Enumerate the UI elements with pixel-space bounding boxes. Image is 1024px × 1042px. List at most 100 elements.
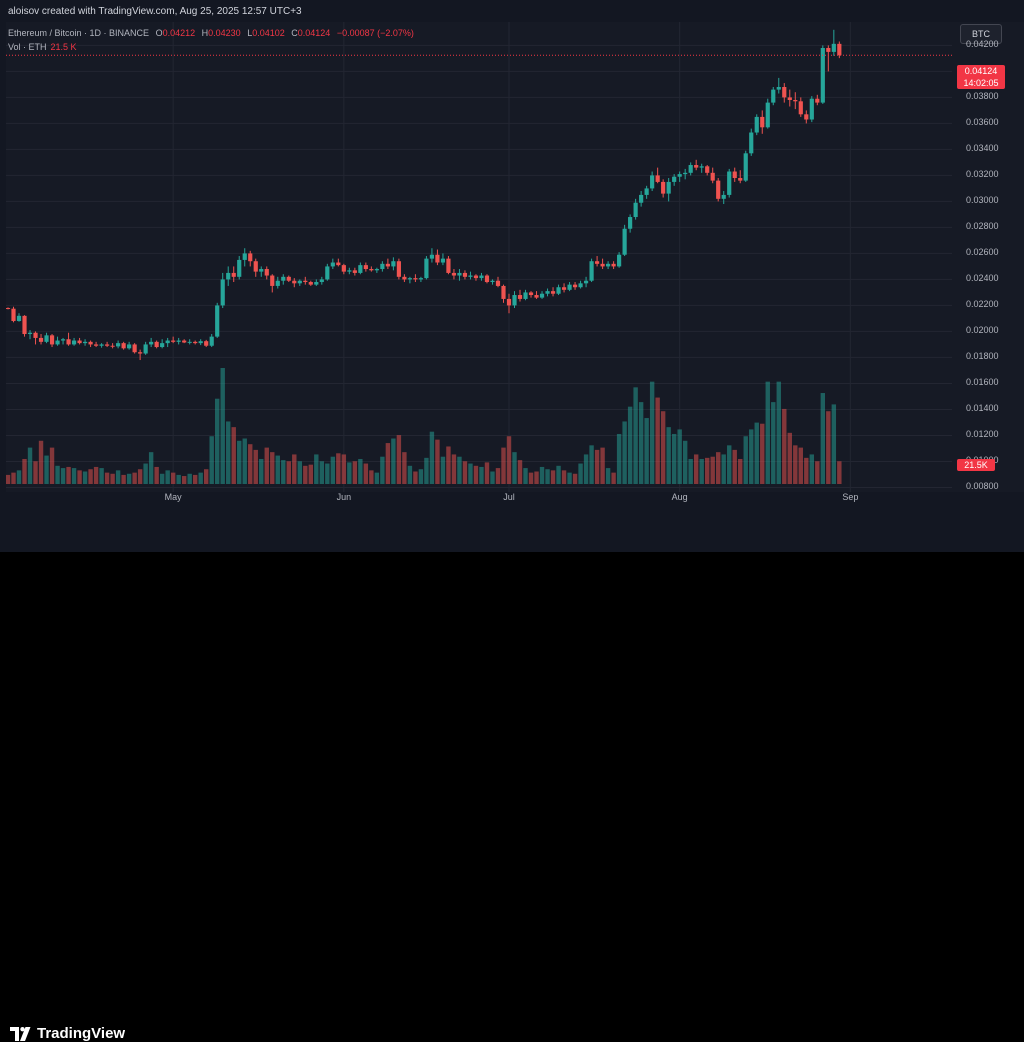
candle-body xyxy=(793,100,798,102)
volume-bar xyxy=(347,462,352,484)
volume-bar xyxy=(732,449,737,484)
candle-body xyxy=(193,341,198,344)
tradingview-logo[interactable]: TradingView xyxy=(10,1025,125,1042)
candle-body xyxy=(242,253,247,260)
volume-bar xyxy=(644,418,649,484)
volume-bar xyxy=(407,465,413,484)
volume-bar xyxy=(6,474,11,484)
candle-body xyxy=(650,175,655,189)
candle-body xyxy=(429,254,435,259)
volume-bar xyxy=(677,429,682,484)
price-tick-label: 0.01400 xyxy=(966,403,999,414)
volume-bar xyxy=(363,463,369,484)
volume-bar xyxy=(11,472,16,484)
candle-body xyxy=(347,270,352,272)
high-value: 0.04230 xyxy=(208,28,241,38)
candle-body xyxy=(82,341,88,344)
volume-bar xyxy=(292,454,297,484)
volume-bar xyxy=(716,452,721,484)
volume-bar xyxy=(209,436,214,484)
price-tick-label: 0.03800 xyxy=(966,91,999,102)
volume-bar xyxy=(798,447,803,484)
candle-body xyxy=(160,343,165,348)
candle-body xyxy=(440,258,446,263)
candle-body xyxy=(517,295,523,299)
price-tick-label: 0.02800 xyxy=(966,221,999,232)
volume-bar xyxy=(104,472,110,484)
volume-bar xyxy=(71,468,77,484)
price-tick-label: 0.03000 xyxy=(966,195,999,206)
candle-body xyxy=(99,344,104,346)
candle-body xyxy=(38,337,44,342)
candle-body xyxy=(253,261,258,272)
candle-body xyxy=(49,335,55,345)
price-tick-label: 0.02200 xyxy=(966,299,999,310)
volume-bar xyxy=(495,468,501,484)
price-tick-label: 0.03400 xyxy=(966,143,999,154)
candle-body xyxy=(572,284,578,288)
volume-bar xyxy=(413,471,418,484)
candle-body xyxy=(325,266,330,280)
volume-bar xyxy=(270,452,275,484)
volume-bar xyxy=(82,471,88,484)
volume-bar xyxy=(203,469,209,484)
candle-body xyxy=(809,98,814,120)
volume-bar xyxy=(710,456,715,484)
price-tick-label: 0.02600 xyxy=(966,247,999,258)
candle-body xyxy=(176,340,181,342)
volume-bar xyxy=(275,455,280,484)
chart-plot-area[interactable] xyxy=(6,22,952,492)
candle-body xyxy=(523,292,528,299)
volume-bar xyxy=(303,465,308,484)
volume-bar xyxy=(743,436,748,484)
symbol-title[interactable]: Ethereum / Bitcoin · 1D · BINANCE xyxy=(8,28,150,38)
volume-bar xyxy=(402,452,407,484)
candle-body xyxy=(606,263,611,267)
volume-bar xyxy=(237,440,242,484)
volume-bar xyxy=(809,454,815,484)
volume-bar xyxy=(655,397,660,484)
volume-bar xyxy=(49,447,55,484)
volume-bar xyxy=(776,381,781,484)
candle-body xyxy=(506,298,512,306)
volume-bar xyxy=(760,423,765,484)
volume-bar xyxy=(754,422,759,484)
volume-bar xyxy=(154,466,159,484)
candle-body xyxy=(27,332,33,335)
volume-bar xyxy=(578,463,583,484)
volume-bar xyxy=(671,433,677,484)
volume-label[interactable]: Vol · ETH xyxy=(8,42,47,52)
price-axis[interactable] xyxy=(952,22,1024,492)
candle-body xyxy=(776,87,781,90)
volume-bar xyxy=(143,463,148,484)
volume-bar xyxy=(148,452,154,484)
candle-body xyxy=(771,89,776,103)
volume-bar xyxy=(374,472,380,484)
top-bar: aloisov created with TradingView.com, Au… xyxy=(0,0,1024,22)
volume-bar xyxy=(539,466,545,484)
low-label: L xyxy=(247,28,253,38)
candle-body xyxy=(473,275,479,279)
candle-body xyxy=(446,258,451,273)
volume-bar xyxy=(804,457,809,484)
publish-credit: aloisov created with TradingView.com, Au… xyxy=(8,6,302,17)
candle-body xyxy=(462,272,468,277)
candle-body xyxy=(804,114,809,120)
volume-bar xyxy=(165,470,170,484)
candle-body xyxy=(204,341,209,346)
candle-body xyxy=(567,284,572,290)
footer: TradingView xyxy=(0,505,1024,1042)
volume-bar xyxy=(33,461,38,484)
candle-body xyxy=(270,275,275,286)
volume-bar xyxy=(490,471,495,484)
volume-bar xyxy=(369,470,374,484)
volume-bar xyxy=(484,462,490,484)
candle-body xyxy=(336,262,341,266)
candle-body xyxy=(380,263,385,270)
price-volume-chart[interactable] xyxy=(6,22,952,492)
price-tick-label: 0.00800 xyxy=(966,481,999,492)
volume-bar xyxy=(358,458,363,484)
candle-body xyxy=(220,279,225,306)
currency-button[interactable]: BTC xyxy=(960,24,1002,44)
candle-body xyxy=(55,340,60,345)
